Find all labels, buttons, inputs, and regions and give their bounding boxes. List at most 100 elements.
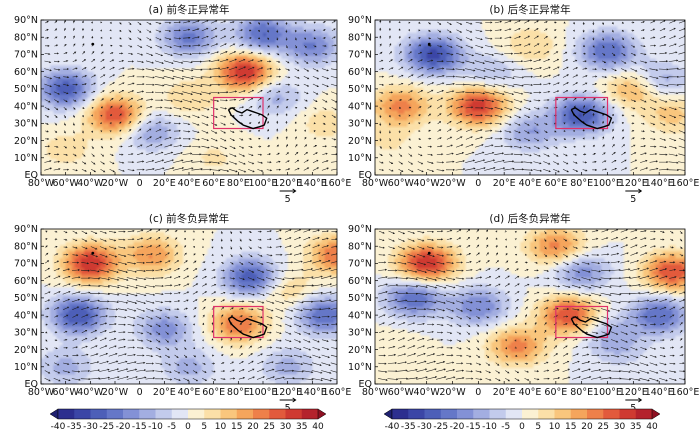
y-tick-label: 10°N	[348, 153, 372, 164]
x-tick-label: 60°W	[388, 178, 415, 189]
y-tick-label: 90°N	[348, 224, 372, 235]
colorbar-tick-label: 10	[549, 422, 561, 432]
y-tick-label: 90°N	[14, 15, 38, 26]
colorbar-tick-label: 0	[185, 422, 191, 432]
colorbar-swatch	[473, 409, 490, 419]
colorbar-tick-label: -35	[67, 422, 82, 432]
x-tick-label: 20°W	[439, 387, 466, 398]
colorbar-tick-label: 35	[296, 422, 307, 432]
colorbar-swatch	[236, 409, 254, 419]
colorbar-extend-high	[317, 408, 327, 420]
colorbar-swatch	[301, 409, 319, 419]
colorbar-swatch	[90, 409, 108, 419]
y-tick-label: 60°N	[14, 276, 38, 287]
anomaly-shading	[41, 20, 337, 175]
colorbar-tick-label: 15	[231, 422, 242, 432]
colorbar-swatch	[408, 409, 425, 419]
x-tick-label: 120°E	[619, 178, 648, 189]
colorbar-tick-label: -30	[417, 422, 432, 432]
colorbar-tick-label: -5	[501, 422, 510, 432]
y-tick-label: 60°N	[348, 276, 372, 287]
x-tick-label: 140°E	[298, 178, 327, 189]
colorbar-swatch	[587, 409, 604, 419]
x-tick-label: 80°E	[570, 387, 593, 398]
colorbar-swatch	[440, 409, 458, 419]
x-tick-label: 60°E	[544, 178, 567, 189]
y-tick-label: 50°N	[14, 84, 38, 95]
colorbar-tick-label: 10	[215, 422, 227, 432]
x-tick-label: 160°E	[671, 387, 700, 398]
colorbar-tick-label: 20	[581, 422, 593, 432]
y-tick-label: 40°N	[348, 101, 372, 112]
x-tick-label: 20°E	[153, 387, 176, 398]
panel-title: (b) 后冬正异常年	[489, 3, 570, 16]
x-tick-label: 120°E	[273, 387, 302, 398]
x-tick-label: 60°W	[53, 387, 80, 398]
x-tick-label: 20°W	[102, 178, 129, 189]
reference-vector-label: 5	[285, 194, 291, 205]
x-tick-label: 120°E	[619, 387, 648, 398]
x-tick-label: 80°E	[227, 387, 250, 398]
x-tick-label: 0	[137, 387, 143, 398]
y-tick-label: 30°N	[348, 119, 372, 130]
colorbar-tick-label: -15	[466, 422, 481, 432]
x-tick-label: 120°E	[273, 178, 302, 189]
y-tick-label: 20°N	[14, 345, 38, 356]
y-tick-label: 60°N	[14, 67, 38, 78]
x-tick-label: 80°W	[362, 178, 389, 189]
y-tick-label: 70°N	[14, 50, 38, 61]
colorbar-tick-label: 20	[247, 422, 259, 432]
colorbar-tick-label: 30	[280, 422, 292, 432]
x-tick-label: 40°E	[178, 178, 201, 189]
x-tick-label: 140°E	[645, 178, 674, 189]
y-tick-label: 10°N	[14, 153, 38, 164]
y-tick-label: 80°N	[348, 32, 372, 43]
station-marker	[91, 251, 95, 255]
station-marker	[427, 42, 431, 46]
colorbar-tick-label: -10	[148, 422, 163, 432]
panel-d: (d) 后冬负异常年 EQ 10°N 20°N 30°N 40°N 50°N 60°N 70°N…	[348, 212, 699, 414]
colorbar-extend-low	[383, 408, 393, 420]
colorbar-right: -40 -35 -30 -25 -20 -15 -10 -5 0 5 10 15 20 25 30 35 40	[383, 408, 661, 432]
x-tick-label: 100°E	[593, 178, 622, 189]
colorbar-swatch	[570, 409, 588, 419]
x-tick-label: 40°W	[77, 387, 104, 398]
panel-b: (b) 后冬正异常年 EQ 10°N 20°N 30°N 40°N 50°N 60°N 70°N…	[348, 3, 699, 205]
y-tick-label: 30°N	[14, 119, 38, 130]
colorbar-tick-label: 25	[598, 422, 609, 432]
x-tick-label: 80°W	[28, 387, 55, 398]
x-tick-label: 0	[137, 178, 143, 189]
colorbar-swatch	[253, 409, 270, 419]
x-tick-label: 60°W	[388, 387, 415, 398]
y-tick-label: 50°N	[348, 84, 372, 95]
x-tick-label: 40°W	[77, 178, 104, 189]
reference-vector-label: 5	[630, 403, 636, 414]
x-tick-label: 40°E	[178, 387, 201, 398]
y-tick-label: 20°N	[14, 136, 38, 147]
highlight-box	[213, 96, 264, 130]
colorbar-tick-label: -35	[401, 422, 416, 432]
y-tick-label: 70°N	[348, 259, 372, 270]
x-tick-label: 80°W	[362, 387, 389, 398]
colorbar-tick-label: -15	[132, 422, 147, 432]
plateau-outline	[227, 106, 268, 130]
y-tick-label: 30°N	[348, 328, 372, 339]
panel-title: (a) 前冬正异常年	[149, 3, 230, 16]
colorbar-tick-label: 0	[519, 422, 525, 432]
colorbar-swatch	[269, 409, 286, 419]
colorbar-swatch	[155, 409, 173, 419]
x-tick-label: 100°E	[249, 178, 278, 189]
x-tick-label: 40°E	[519, 178, 542, 189]
colorbar-swatch	[619, 409, 637, 419]
panel-a: (a) 前冬正异常年 EQ 10°N 20°N 30°N 40°N 50°N 60°N 70°N…	[14, 3, 351, 205]
plateau-outline	[227, 315, 268, 339]
y-tick-label: 20°N	[348, 345, 372, 356]
x-tick-label: 80°E	[227, 178, 250, 189]
reference-vector-label: 5	[630, 194, 636, 205]
highlight-box	[555, 96, 609, 130]
colorbar-swatch	[424, 409, 442, 419]
y-tick-label: 70°N	[348, 50, 372, 61]
colorbar-tick-label: 25	[264, 422, 275, 432]
colorbar-tick-label: 5	[535, 422, 541, 432]
